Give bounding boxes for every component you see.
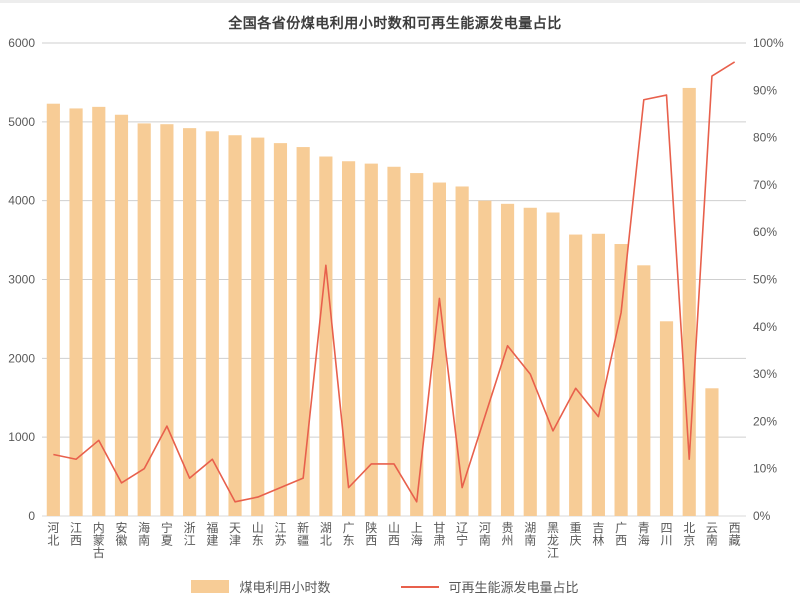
x-axis-label: 陕西 [365, 520, 377, 548]
bar [546, 212, 560, 516]
left-axis-tick-label: 5000 [8, 115, 35, 129]
x-axis-label: 江西 [70, 521, 82, 548]
bar [569, 234, 583, 516]
bar [410, 173, 424, 516]
bar [251, 137, 265, 516]
bar [341, 161, 356, 516]
left-axis-tick-label: 2000 [8, 351, 35, 365]
x-axis-label: 黑龙江 [547, 521, 559, 560]
x-axis-label: 山西 [388, 521, 400, 548]
bar [137, 123, 151, 516]
x-axis-label: 江苏 [274, 521, 286, 548]
bar [364, 163, 378, 517]
x-axis-label: 北京 [683, 521, 695, 548]
bar [591, 233, 605, 516]
left-axis-tick-label: 3000 [8, 273, 35, 287]
x-axis-label: 河南 [479, 521, 491, 548]
bar [69, 108, 83, 516]
right-axis-tick-label: 80% [753, 131, 777, 145]
x-axis-label: 贵州 [502, 521, 514, 548]
x-axis-label: 内蒙古 [93, 521, 105, 560]
bar [500, 203, 515, 516]
legend-item-renewable-share: 可再生能源发电量占比 [400, 577, 579, 596]
x-axis-label: 广东 [343, 521, 355, 548]
x-axis-label: 云南 [706, 521, 718, 548]
bar [523, 207, 537, 517]
x-axis-label: 湖北 [320, 520, 332, 548]
x-axis-label: 辽宁 [456, 521, 468, 548]
bar [319, 156, 333, 516]
right-axis-tick-label: 50% [753, 273, 777, 287]
x-axis-label: 四川 [661, 521, 673, 548]
chart-title: 全国各省份煤电利用小时数和可再生能源发电量占比 [228, 15, 562, 31]
x-axis-label: 西藏 [729, 521, 741, 548]
line-series [53, 61, 736, 503]
bar [432, 182, 447, 516]
x-axis-label: 上海 [411, 521, 423, 548]
bar [637, 265, 651, 516]
bar [160, 124, 174, 516]
right-axis-tick-label: 30% [753, 367, 777, 381]
x-axis-label: 重庆 [570, 521, 582, 548]
x-axis-label: 青海 [638, 521, 650, 548]
combo-chart: 0 1000 2000 3000 4000 5000 6000 0% 10% 20% 30% 40% 5… [8, 36, 784, 560]
x-axis-label: 河北 [47, 521, 59, 548]
bar [114, 114, 129, 516]
bar [183, 128, 197, 516]
x-axis-label: 山东 [252, 521, 264, 548]
right-axis-tick-label: 10% [753, 462, 777, 476]
x-axis-label: 新疆 [297, 520, 309, 548]
bar [455, 186, 469, 516]
right-axis-tick-label: 100% [753, 36, 784, 50]
x-axis-label: 福建 [206, 520, 218, 548]
x-axis-label: 宁夏 [161, 520, 173, 548]
left-axis-tick-label: 4000 [8, 194, 35, 208]
x-axis-label: 广西 [615, 521, 627, 548]
bar [228, 135, 242, 517]
legend: 煤电利用小时数 可再生能源发电量占比 [0, 577, 770, 596]
x-axis-label: 海南 [138, 520, 150, 548]
right-axis-tick-label: 40% [753, 320, 777, 334]
x-axis-label: 天津 [229, 521, 241, 548]
right-axis-tick-label: 0% [753, 509, 771, 523]
bar [205, 131, 219, 516]
bar-series-swatch [191, 580, 230, 593]
line-series-swatch [400, 585, 439, 588]
bar [387, 166, 401, 517]
left-axis-tick-label: 6000 [8, 36, 35, 50]
x-axis-label: 吉林 [592, 521, 604, 548]
line-series-label: 可再生能源发电量占比 [448, 580, 579, 595]
left-axis-tick-label: 1000 [8, 430, 35, 444]
x-axis-label: 安徽 [115, 520, 127, 548]
bar [659, 321, 674, 516]
x-axis-label: 浙江 [184, 521, 196, 548]
bar [705, 388, 719, 516]
bar [273, 143, 288, 516]
x-axis-label: 湖南 [524, 520, 536, 548]
bar [46, 103, 60, 517]
right-axis-tick-label: 20% [753, 414, 777, 428]
bar [478, 200, 492, 516]
x-axis-label: 甘肃 [433, 521, 445, 548]
bar [614, 244, 628, 516]
bar-series-label: 煤电利用小时数 [239, 580, 331, 595]
right-axis-tick-label: 70% [753, 178, 777, 192]
right-axis-tick-label: 60% [753, 225, 777, 239]
bar [296, 147, 310, 516]
legend-item-coal-hours: 煤电利用小时数 [191, 577, 331, 596]
right-axis-tick-label: 90% [753, 83, 777, 97]
left-axis-tick-label: 0 [28, 509, 35, 523]
bar [92, 106, 106, 516]
